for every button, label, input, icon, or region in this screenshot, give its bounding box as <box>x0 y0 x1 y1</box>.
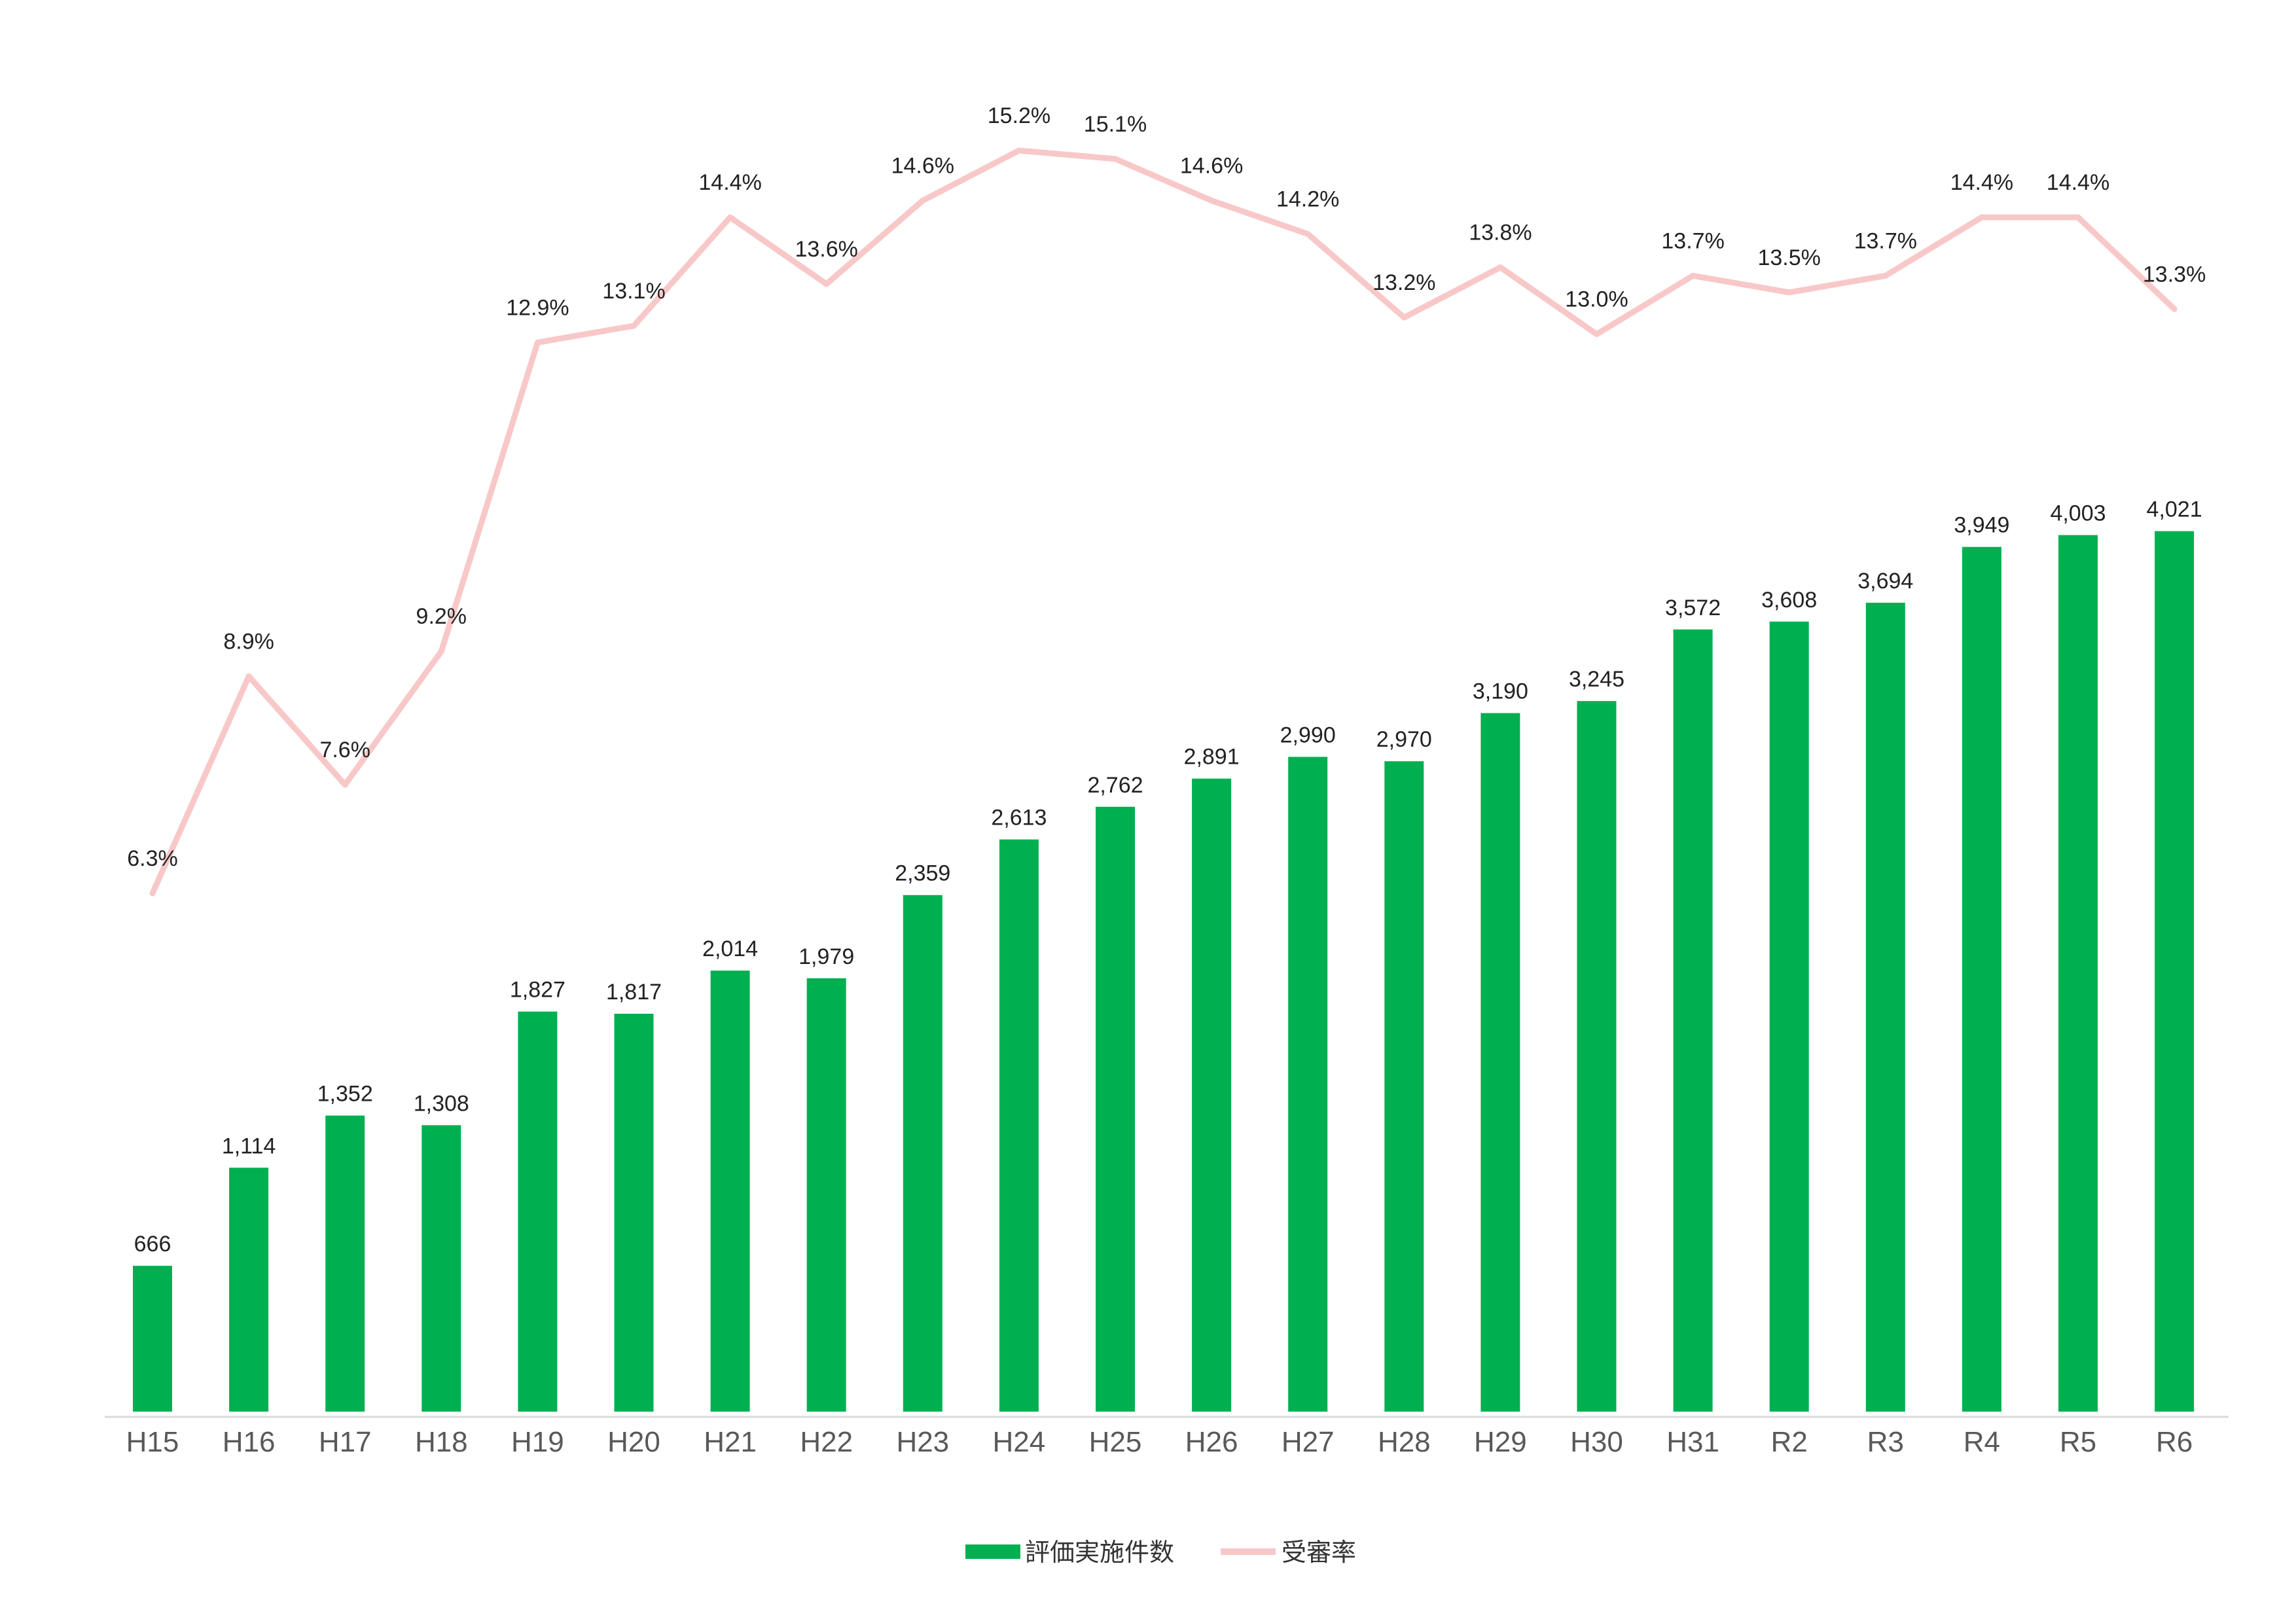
bar-label-H24: 2,613 <box>991 806 1047 830</box>
x-tick-label-R5: R5 <box>2060 1426 2096 1458</box>
bar-R6 <box>2155 531 2195 1412</box>
bar-label-H18: 1,308 <box>414 1091 469 1116</box>
x-tick-label-H29: H29 <box>1474 1426 1527 1458</box>
bar-label-H30: 3,245 <box>1569 667 1624 692</box>
legend-label-line: 受審率 <box>1282 1538 1356 1567</box>
legend-swatch-line <box>1221 1548 1276 1555</box>
legend: 評価実施件数 受審率 <box>965 1538 1356 1567</box>
bar-data-labels: 666 1,114 1,352 1,308 1,827 1,817 2,014 1,979 2,… <box>134 497 2202 1257</box>
bar-label-H21: 2,014 <box>702 936 758 961</box>
rate-label-H15: 6.3% <box>127 846 178 871</box>
x-tick-label-H15: H15 <box>126 1426 179 1458</box>
x-tick-label-R6: R6 <box>2156 1426 2193 1458</box>
rate-label-R5: 14.4% <box>2047 170 2109 195</box>
x-tick-label-R2: R2 <box>1771 1426 1808 1458</box>
bar-H26 <box>1192 778 1232 1412</box>
x-tick-label-H19: H19 <box>511 1426 564 1458</box>
x-tick-label-H16: H16 <box>223 1426 276 1458</box>
x-tick-label-R3: R3 <box>1867 1426 1904 1458</box>
rate-label-R3: 13.7% <box>1854 228 1917 253</box>
bar-H19 <box>518 1011 558 1412</box>
x-tick-label-H27: H27 <box>1282 1426 1335 1458</box>
bar-R3 <box>1865 603 1905 1412</box>
rate-label-H25: 15.1% <box>1084 112 1147 137</box>
bar-R5 <box>2058 535 2098 1412</box>
bar-H29 <box>1480 713 1520 1412</box>
bar-H21 <box>710 971 750 1412</box>
bar-H18 <box>422 1125 461 1412</box>
bar-label-R2: 3,608 <box>1761 588 1817 613</box>
bar-R4 <box>1962 546 2001 1412</box>
x-tick-label-H17: H17 <box>319 1426 372 1458</box>
bar-H23 <box>903 895 942 1412</box>
rate-data-labels: 6.3% 8.9% 7.6% 9.2% 12.9% 13.1% 14.4% 13.6% 14.6… <box>127 103 2206 871</box>
bar-label-H29: 3,190 <box>1473 679 1528 704</box>
bar-H17 <box>325 1115 365 1412</box>
rate-label-H27: 14.2% <box>1276 187 1339 212</box>
bar-label-H16: 1,114 <box>222 1133 276 1158</box>
bar-label-H15: 666 <box>134 1232 171 1257</box>
bar-label-H31: 3,572 <box>1665 596 1721 620</box>
bar-label-H27: 2,990 <box>1280 723 1336 748</box>
bar-label-H26: 2,891 <box>1184 745 1240 770</box>
rate-label-H23: 14.6% <box>891 154 954 179</box>
bar-H20 <box>614 1014 654 1412</box>
x-tick-label-H22: H22 <box>800 1426 853 1458</box>
bar-H30 <box>1577 701 1617 1412</box>
x-axis-tick-labels: H15 H16 H17 H18 H19 H20 H21 H22 H23 H24 H25 H26 H27 H… <box>126 1426 2193 1458</box>
x-tick-label-H30: H30 <box>1570 1426 1623 1458</box>
rate-label-H22: 13.6% <box>795 237 857 262</box>
rate-label-H16: 8.9% <box>223 629 274 654</box>
bar-H24 <box>999 839 1039 1412</box>
bar-label-R6: 4,021 <box>2147 497 2202 522</box>
bar-label-H20: 1,817 <box>606 980 662 1005</box>
rate-label-R4: 14.4% <box>1950 170 2013 195</box>
bar-H15 <box>133 1266 172 1412</box>
x-tick-label-H31: H31 <box>1666 1426 1719 1458</box>
bar-H27 <box>1288 757 1328 1412</box>
x-tick-label-H20: H20 <box>607 1426 660 1458</box>
bar-label-H28: 2,970 <box>1376 727 1432 752</box>
rate-label-H20: 13.1% <box>602 279 665 304</box>
rate-label-H30: 13.0% <box>1565 287 1628 312</box>
rate-label-R2: 13.5% <box>1757 245 1820 270</box>
rate-label-H19: 12.9% <box>506 295 569 320</box>
bar-label-H19: 1,827 <box>510 978 565 1003</box>
x-tick-label-H25: H25 <box>1089 1426 1142 1458</box>
bar-label-H17: 1,352 <box>317 1082 373 1107</box>
rate-line <box>149 147 2178 897</box>
rate-label-H31: 13.7% <box>1661 228 1724 253</box>
rate-label-H28: 13.2% <box>1372 270 1435 295</box>
x-tick-label-H24: H24 <box>993 1426 1046 1458</box>
bar-H28 <box>1384 761 1424 1412</box>
x-tick-label-R4: R4 <box>1964 1426 2000 1458</box>
rate-label-H24: 15.2% <box>988 103 1050 128</box>
x-tick-label-H26: H26 <box>1185 1426 1238 1458</box>
bar-H22 <box>806 978 846 1412</box>
rate-label-H29: 13.8% <box>1469 221 1532 245</box>
rate-label-H21: 14.4% <box>698 170 761 195</box>
bar-R2 <box>1769 621 1809 1412</box>
x-tick-label-H18: H18 <box>415 1426 468 1458</box>
bar-H31 <box>1673 629 1713 1412</box>
bar-label-H23: 2,359 <box>895 861 950 886</box>
legend-label-bars: 評価実施件数 <box>1025 1538 1174 1567</box>
rate-label-R6: 13.3% <box>2143 262 2206 287</box>
x-tick-label-H23: H23 <box>896 1426 949 1458</box>
rate-label-H18: 9.2% <box>416 604 467 629</box>
bar-H25 <box>1096 806 1135 1412</box>
bar-H16 <box>229 1168 269 1412</box>
bar-label-R4: 3,949 <box>1954 513 2009 538</box>
x-tick-label-H21: H21 <box>704 1426 757 1458</box>
rate-label-H26: 14.6% <box>1180 154 1243 179</box>
bar-label-R3: 3,694 <box>1857 569 1913 594</box>
rate-label-H17: 7.6% <box>319 738 370 762</box>
bar-label-R5: 4,003 <box>2050 501 2106 526</box>
bar-series <box>133 531 2195 1412</box>
legend-swatch-bars <box>965 1544 1020 1559</box>
bar-label-H25: 2,762 <box>1087 773 1143 798</box>
x-tick-label-H28: H28 <box>1378 1426 1431 1458</box>
bar-label-H22: 1,979 <box>798 944 854 969</box>
